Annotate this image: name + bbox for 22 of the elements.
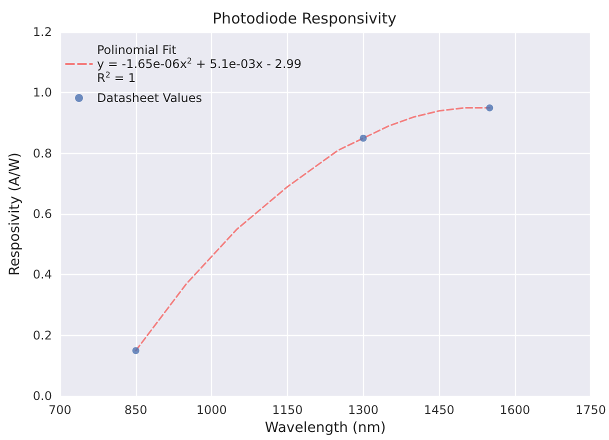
legend-label: Datasheet Values bbox=[97, 91, 202, 105]
x-tick-label: 1150 bbox=[272, 403, 303, 418]
y-tick-label: 0.2 bbox=[32, 328, 52, 342]
y-tick-label: 1.2 bbox=[32, 25, 52, 39]
point bbox=[132, 347, 140, 354]
x-tick-label: 1600 bbox=[500, 403, 530, 418]
y-tick-label: 0.4 bbox=[32, 268, 52, 282]
x-axis-title: Wavelength (nm) bbox=[264, 420, 386, 436]
y-tick-label: 1.0 bbox=[32, 86, 52, 100]
y-tick-label: 0.8 bbox=[32, 146, 52, 160]
point bbox=[360, 134, 367, 142]
x-tick-label: 700 bbox=[48, 403, 72, 418]
x-tick-label: 850 bbox=[124, 403, 148, 418]
x-tick-label: 1750 bbox=[575, 403, 606, 418]
x-tick-label: 1450 bbox=[424, 403, 454, 418]
point bbox=[486, 104, 494, 112]
chart-title: Photodiode Responsivity bbox=[212, 10, 397, 28]
x-tick-label: 1300 bbox=[348, 403, 379, 418]
y-axis-title: Resposivity (A/W) bbox=[7, 152, 23, 276]
y-tick-label: 0.0 bbox=[32, 389, 52, 404]
y-tick-label: 0.6 bbox=[32, 207, 52, 222]
x-tick-label: 1000 bbox=[196, 403, 227, 418]
